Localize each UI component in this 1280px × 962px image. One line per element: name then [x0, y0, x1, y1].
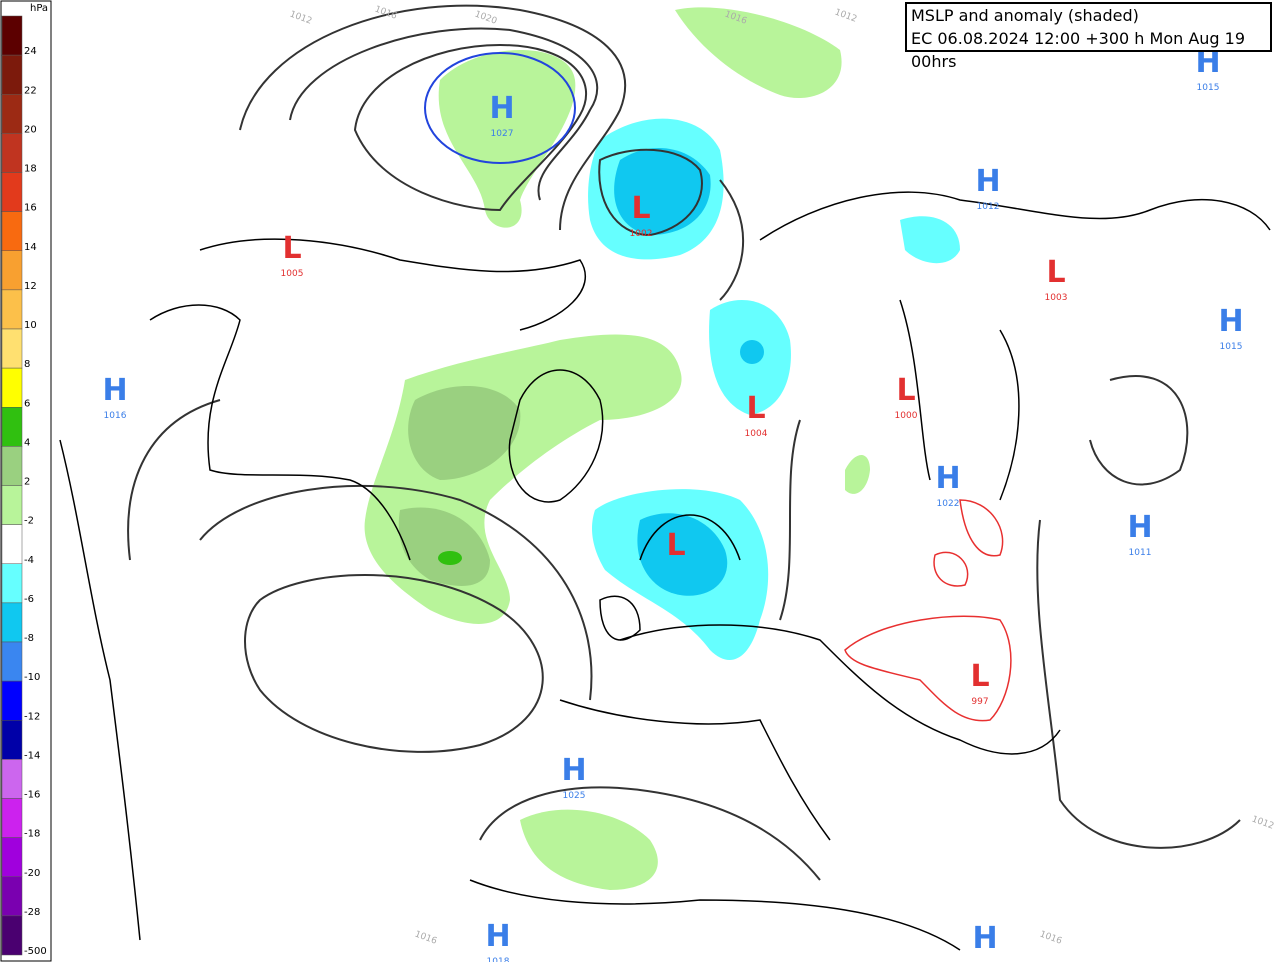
center-value: 1016	[104, 411, 127, 421]
legend-label: -2	[24, 516, 34, 527]
legend-swatch	[1, 798, 23, 838]
legend-swatch	[1, 15, 23, 56]
legend-swatch	[1, 680, 23, 721]
legend-label: 18	[24, 164, 37, 175]
legend-swatch	[1, 289, 23, 330]
legend-swatch	[1, 446, 23, 486]
legend-label: 12	[24, 281, 37, 292]
center-letter: H	[485, 919, 510, 954]
center-value: 1018	[487, 957, 510, 962]
center-letter: L	[970, 659, 989, 694]
center-letter: L	[282, 231, 301, 266]
legend-label: 20	[24, 124, 37, 135]
legend-label: 10	[24, 320, 37, 331]
legend-label: 14	[24, 242, 37, 253]
legend-label: 4	[24, 437, 30, 448]
legend-swatch	[1, 211, 23, 251]
legend-swatch	[1, 524, 23, 564]
anomaly-contour-blue	[424, 52, 576, 164]
legend-swatch	[1, 602, 23, 643]
legend-swatch	[1, 759, 23, 799]
coastlines	[59, 191, 1271, 951]
legend-swatch	[1, 837, 23, 877]
legend-label: -28	[24, 907, 40, 918]
center-letter: H	[489, 91, 514, 126]
legend-swatch	[1, 367, 23, 408]
center-letter: L	[666, 528, 685, 563]
legend-label: 16	[24, 203, 37, 214]
center-value: 1011	[1129, 548, 1152, 558]
center-letter: L	[746, 391, 765, 426]
legend-label: -14	[24, 750, 40, 761]
legend-label: -10	[24, 672, 40, 683]
legend-swatch	[1, 876, 23, 917]
center-value: 1027	[491, 129, 514, 139]
center-value: 997	[971, 697, 988, 707]
center-value: 1022	[937, 499, 960, 509]
legend-label: -4	[24, 555, 34, 566]
legend-label: -20	[24, 868, 40, 879]
center-letter: L	[896, 373, 915, 408]
center-value: 1005	[281, 269, 304, 279]
center-value: 1003	[1045, 293, 1068, 303]
center-letter: H	[102, 373, 127, 408]
legend-label: 2	[24, 477, 30, 488]
center-value: 1004	[745, 429, 768, 439]
legend-swatch	[1, 720, 23, 760]
legend-label: -18	[24, 829, 40, 840]
center-letter: H	[972, 921, 997, 956]
center-letter: L	[1046, 255, 1065, 290]
legend-swatch	[1, 915, 23, 956]
legend-label: 6	[24, 398, 30, 409]
legend-swatch	[1, 407, 23, 447]
isobars	[127, 4, 1241, 881]
center-value: 1015	[1220, 342, 1243, 352]
center-letter: H	[975, 164, 1000, 199]
subtitle: EC 06.08.2024 12:00 +300 h Mon Aug 19 00…	[911, 29, 1246, 71]
legend-swatch	[1, 485, 23, 525]
legend-swatch	[1, 641, 23, 682]
legend-unit: hPa	[30, 3, 48, 14]
legend-label: 8	[24, 359, 30, 370]
legend-swatch	[1, 563, 23, 604]
legend-label: -6	[24, 594, 34, 605]
anomaly-contours	[844, 499, 1012, 722]
legend-label: 22	[24, 85, 37, 96]
legend-swatch	[1, 328, 23, 369]
legend-label: -12	[24, 711, 40, 722]
center-value: 1015	[1197, 83, 1220, 93]
center-value: 1002	[630, 229, 653, 239]
center-letter: H	[1218, 304, 1243, 339]
center-value: 1012	[977, 202, 1000, 212]
legend-swatch	[1, 250, 23, 291]
center-letter: H	[935, 461, 960, 496]
center-letter: H	[561, 753, 586, 788]
center-value: 1000	[895, 411, 918, 421]
title: MSLP and anomaly (shaded)	[911, 6, 1139, 25]
center-value: 1025	[563, 791, 586, 801]
legend-swatch	[1, 54, 23, 95]
center-letter: H	[1127, 510, 1152, 545]
legend-label: -500	[24, 946, 47, 957]
legend-label: 24	[24, 46, 37, 57]
center-letter: L	[631, 191, 650, 226]
legend-swatch	[1, 94, 23, 134]
legend-label: -16	[24, 790, 40, 801]
legend-swatch	[1, 133, 23, 173]
legend-swatch	[1, 172, 23, 212]
legend-label: -8	[24, 633, 34, 644]
title-box: MSLP and anomaly (shaded) EC 06.08.2024 …	[905, 2, 1272, 71]
